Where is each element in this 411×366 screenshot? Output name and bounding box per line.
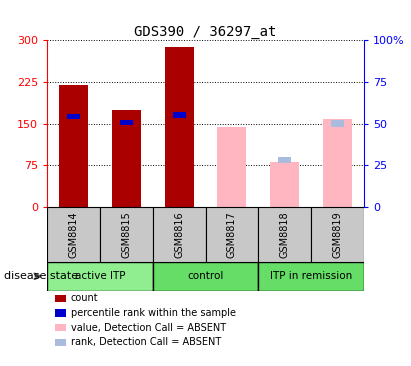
Bar <box>331 120 344 127</box>
Bar <box>311 207 364 262</box>
Text: disease state: disease state <box>4 271 78 281</box>
Bar <box>217 127 246 207</box>
Bar <box>153 262 258 291</box>
Bar <box>47 262 153 291</box>
Text: GSM8819: GSM8819 <box>332 211 342 258</box>
Text: value, Detection Call = ABSENT: value, Detection Call = ABSENT <box>71 322 226 333</box>
Title: GDS390 / 36297_at: GDS390 / 36297_at <box>134 25 277 39</box>
Text: percentile rank within the sample: percentile rank within the sample <box>71 308 236 318</box>
Bar <box>173 112 186 118</box>
Text: GSM8817: GSM8817 <box>227 211 237 258</box>
Text: ITP in remission: ITP in remission <box>270 271 352 281</box>
Text: GSM8818: GSM8818 <box>279 211 290 258</box>
Text: GSM8816: GSM8816 <box>174 211 184 258</box>
Text: rank, Detection Call = ABSENT: rank, Detection Call = ABSENT <box>71 337 221 347</box>
Bar <box>47 207 100 262</box>
Text: active ITP: active ITP <box>75 271 125 281</box>
Bar <box>59 85 88 207</box>
Bar <box>323 119 352 207</box>
Bar <box>270 163 299 207</box>
Text: GSM8815: GSM8815 <box>121 211 132 258</box>
Bar <box>278 157 291 164</box>
Bar <box>67 113 80 119</box>
Bar <box>112 110 141 207</box>
Bar <box>258 262 364 291</box>
Bar <box>165 47 194 207</box>
Bar <box>153 207 206 262</box>
Text: count: count <box>71 293 98 303</box>
Text: control: control <box>187 271 224 281</box>
Bar <box>120 120 133 125</box>
Bar <box>206 207 258 262</box>
Bar <box>100 207 153 262</box>
Text: GSM8814: GSM8814 <box>69 211 79 258</box>
Bar <box>258 207 311 262</box>
